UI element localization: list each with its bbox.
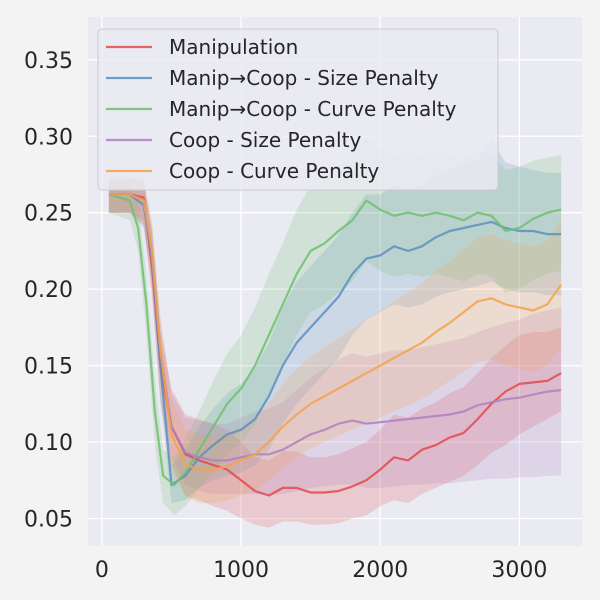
x-tick-label: 3000 [491, 558, 547, 583]
x-tick-label: 1000 [213, 558, 269, 583]
legend-box [97, 28, 499, 191]
legend-label: Manip→Coop - Curve Penalty [169, 97, 457, 121]
legend-label: Manipulation [169, 35, 298, 59]
y-tick-label: 0.25 [24, 202, 73, 227]
y-tick-label: 0.15 [24, 355, 73, 380]
y-tick-label: 0.20 [24, 278, 73, 303]
line-series-2 [108, 193, 562, 486]
band-series-3 [108, 179, 562, 496]
y-tick-label: 0.30 [24, 125, 73, 150]
y-tick-label: 0.10 [24, 431, 73, 456]
band-series-4 [108, 179, 562, 504]
x-tick-label: 0 [95, 558, 109, 583]
x-axis-ticks: 0 1000 2000 3000 [95, 558, 547, 583]
y-axis-ticks: 0.05 0.10 0.15 0.20 0.25 0.30 0.35 [24, 49, 73, 533]
legend-label: Coop - Size Penalty [169, 128, 361, 152]
line-series-4 [108, 193, 563, 471]
band-series-0 [108, 179, 562, 528]
legend-label: Manip→Coop - Size Penalty [169, 66, 439, 90]
x-tick-label: 2000 [352, 558, 408, 583]
legend-label: Coop - Curve Penalty [169, 159, 379, 183]
legend: Manipulation Manip→Coop - Size Penalty Man… [97, 28, 499, 191]
series-lines [108, 193, 563, 497]
band-series-2 [108, 139, 562, 516]
line-series-3 [108, 193, 562, 462]
y-tick-label: 0.35 [24, 49, 73, 74]
y-tick-label: 0.05 [24, 507, 73, 532]
